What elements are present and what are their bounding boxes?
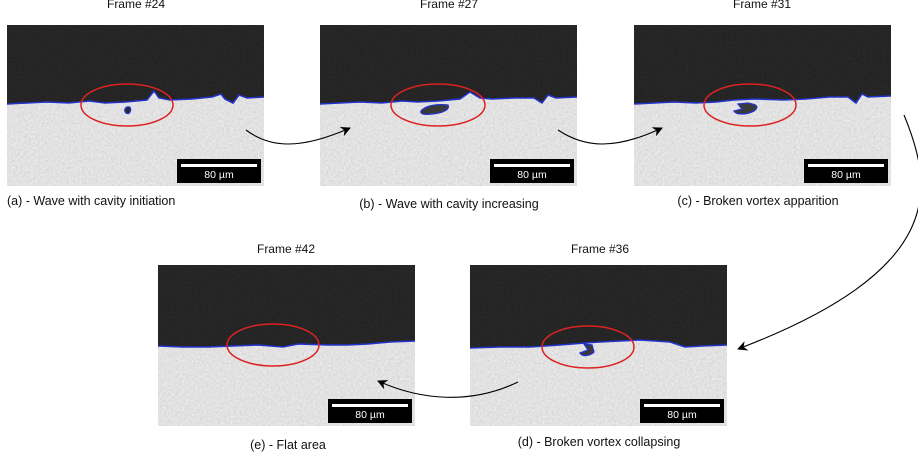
frame-title-a: Frame #24 [106,0,166,11]
frame-title-d: Frame #36 [570,242,630,256]
micrograph-a: 80 µm [7,25,264,186]
scale-bar-d: 80 µm [640,399,724,423]
micrograph-e: 80 µm [158,265,415,426]
micrograph-d: 80 µm [470,265,727,426]
scale-bar-a: 80 µm [177,159,261,183]
caption-d: (d) - Broken vortex collapsing [517,435,681,449]
caption-e: (e) - Flat area [250,438,326,452]
micrograph-c: 80 µm [634,25,891,186]
frame-title-c: Frame #31 [732,0,792,11]
scale-bar-b: 80 µm [490,159,574,183]
scale-bar-c: 80 µm [804,159,888,183]
micrograph-a-image [7,25,264,186]
frame-title-b: Frame #27 [419,0,479,11]
caption-a: (a) - Wave with cavity initiation [7,194,176,208]
micrograph-b: 80 µm [320,25,577,186]
scale-bar-e: 80 µm [328,399,412,423]
frame-title-e: Frame #42 [256,242,316,256]
caption-b: (b) - Wave with cavity increasing [359,197,539,211]
caption-c: (c) - Broken vortex apparition [677,194,839,208]
